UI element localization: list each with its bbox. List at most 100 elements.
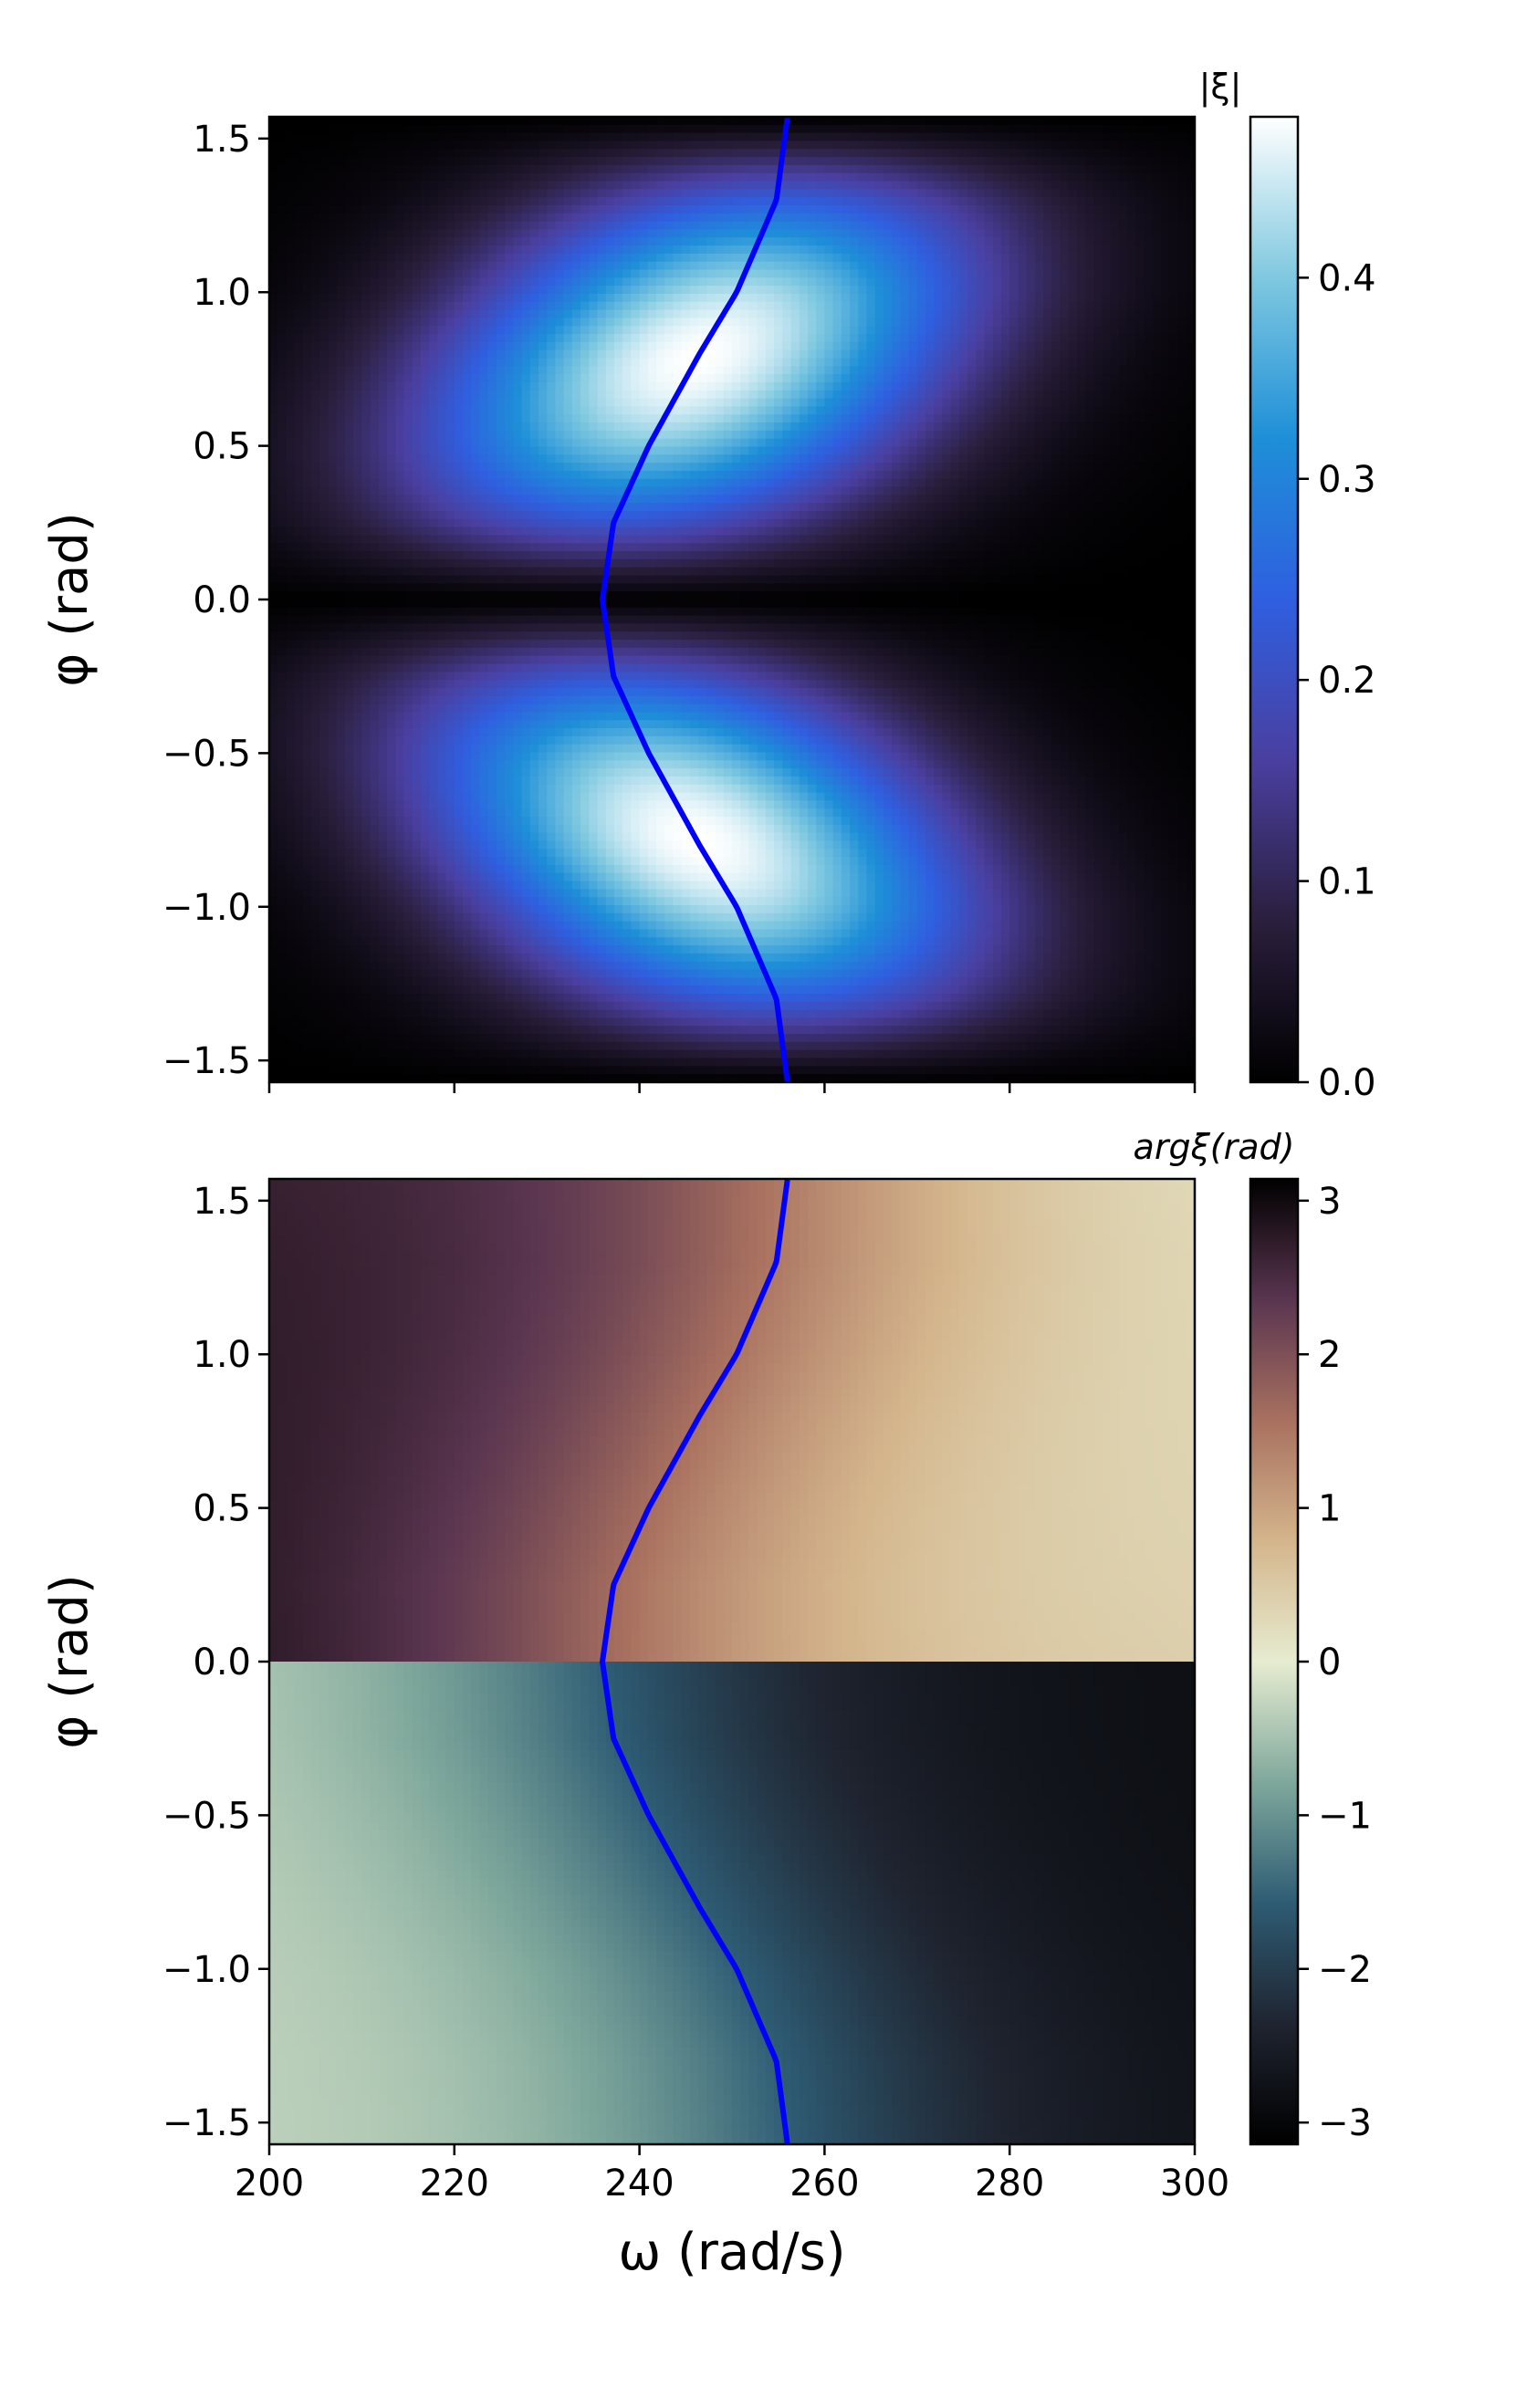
heatmap-cell [958,181,968,190]
heatmap-cell [563,438,573,448]
heatmap-cell [589,349,599,360]
heatmap-cell [437,381,447,391]
heatmap-cell [1026,213,1036,223]
heatmap-cell [547,269,557,278]
heatmap-cell [1000,390,1010,400]
heatmap-cell [1009,341,1019,351]
heatmap-cell [1119,398,1128,407]
heatmap-cell [1119,381,1128,391]
heatmap-cell [1018,470,1028,480]
heatmap-cell [538,286,548,295]
heatmap-cell [269,221,278,231]
heatmap-cell [824,269,834,278]
heatmap-cell [732,277,741,287]
heatmap-cell [748,269,758,278]
heatmap-cell [471,478,481,488]
heatmap-cell [1026,221,1036,231]
heatmap-cell [673,204,683,214]
heatmap-cell [908,124,918,134]
heatmap-cell [395,213,405,223]
heatmap-cell [403,141,413,150]
heatmap-cell [403,157,413,166]
heatmap-cell [311,221,320,231]
heatmap-cell [740,221,750,231]
heatmap-cell [976,326,986,335]
heatmap-cell [1018,204,1028,214]
heatmap-cell [597,349,607,360]
heatmap-cell [967,149,977,158]
heatmap-cell [715,366,725,375]
heatmap-cell [1076,309,1086,319]
heatmap-cell [689,438,699,448]
heatmap-cell [900,358,910,367]
heatmap-cell [698,414,707,423]
heatmap-cell [605,197,615,206]
heatmap-cell [605,189,615,198]
heatmap-cell [916,213,926,223]
heatmap-cell [757,390,767,400]
heatmap-cell [748,197,758,206]
heatmap-cell [589,326,599,335]
heatmap-cell [1043,197,1052,206]
heatmap-cell [1093,366,1103,375]
heatmap-cell [1110,124,1120,134]
heatmap-cell [496,341,506,351]
heatmap-cell [715,309,725,319]
heatmap-cell [496,438,506,448]
heatmap-cell [622,334,632,343]
heatmap-cell [1186,141,1195,150]
heatmap-cell [1068,422,1078,432]
heatmap-cell [538,172,548,182]
heatmap-cell [1135,430,1145,440]
heatmap-cell [589,406,599,415]
heatmap-cell [1034,334,1044,343]
heatmap-cell [757,334,767,343]
heatmap-cell [723,463,733,472]
heatmap-cell [689,381,699,391]
heatmap-cell [824,132,834,142]
heatmap-cell [1186,253,1195,263]
heatmap-cell [479,309,489,319]
heatmap-cell [992,463,1002,472]
heatmap-cell [765,309,775,319]
heatmap-cell [850,204,859,214]
heatmap-cell [1102,446,1112,455]
heatmap-cell [353,463,362,472]
heatmap-cell [269,181,278,190]
heatmap-cell [302,463,312,472]
heatmap-cell [841,172,851,182]
heatmap-cell [597,229,607,238]
heatmap-cell [782,237,792,246]
heatmap-cell [496,141,506,150]
heatmap-cell [622,470,632,480]
heatmap-cell [934,132,944,142]
heatmap-cell [681,349,691,360]
heatmap-cell [790,309,800,319]
heatmap-cell [361,213,371,223]
heatmap-cell [1000,164,1010,174]
heatmap-cell [892,358,901,367]
heatmap-cell [748,470,758,480]
heatmap-cell [445,326,455,335]
heatmap-cell [1000,181,1010,190]
heatmap-cell [900,213,910,223]
heatmap-cell [832,446,842,455]
heatmap-cell [571,117,581,126]
heatmap-cell [479,358,489,367]
heatmap-cell [925,261,935,271]
heatmap-cell [1127,213,1137,223]
heatmap-cell [1110,213,1120,223]
heatmap-cell [1102,197,1112,206]
heatmap-cell [437,390,447,400]
heatmap-cell [412,381,422,391]
heatmap-cell [505,197,514,206]
heatmap-cell [1085,390,1094,400]
heatmap-cell [269,390,278,400]
heatmap-cell [589,470,599,480]
heatmap-cell [471,381,481,391]
heatmap-cell [513,221,523,231]
heatmap-cell [1051,141,1061,150]
heatmap-cell [1026,438,1036,448]
heatmap-cell [529,221,539,231]
heatmap-cell [732,293,741,303]
